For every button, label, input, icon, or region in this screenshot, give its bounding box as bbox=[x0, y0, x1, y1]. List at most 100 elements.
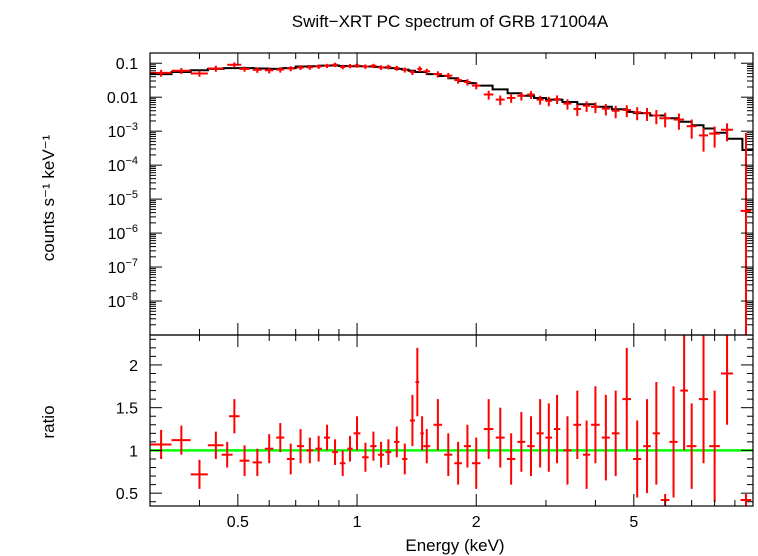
ratio-data-point bbox=[517, 411, 526, 472]
ratio-data-point bbox=[720, 335, 733, 425]
spectrum-data-point bbox=[409, 69, 415, 76]
ratio-data-point bbox=[740, 494, 752, 506]
spectrum-data-point bbox=[454, 77, 462, 84]
spectrum-data-point bbox=[378, 65, 385, 71]
spectrum-axes bbox=[149, 52, 754, 336]
ratio-data-point bbox=[315, 435, 322, 462]
spectrum-data-point bbox=[150, 69, 172, 77]
ratio-data-point bbox=[171, 425, 191, 455]
ratio-data-point bbox=[527, 416, 535, 477]
ratio-data-point bbox=[423, 429, 431, 464]
spectrum-data-point bbox=[527, 91, 535, 99]
spectrum-data-point bbox=[276, 67, 285, 73]
spectrum-data-point bbox=[720, 123, 733, 142]
ratio-data-point bbox=[207, 431, 224, 459]
x-tick-labels: 0.5 1 2 5 bbox=[227, 514, 639, 531]
spectrum-data-point bbox=[370, 63, 377, 69]
ratio-data-point bbox=[454, 441, 462, 485]
ratio-data-point bbox=[463, 424, 471, 468]
spectrum-data-point bbox=[698, 127, 709, 152]
ratio-data-point bbox=[370, 431, 377, 461]
spectrum-data-point bbox=[611, 105, 620, 119]
ratio-data-point bbox=[495, 407, 505, 468]
ratio-data-point bbox=[385, 439, 392, 465]
ratio-y-tick-label: 2 bbox=[129, 358, 138, 375]
spectrum-data-point bbox=[709, 126, 720, 148]
spectrum-data-point bbox=[239, 66, 250, 72]
ratio-data-point bbox=[239, 445, 250, 477]
spectrum-data-point bbox=[306, 65, 314, 70]
ratio-data-point bbox=[409, 394, 415, 447]
ratio-data-point bbox=[591, 386, 600, 464]
spectrum-data-point bbox=[417, 66, 423, 73]
spectrum-data-point bbox=[573, 104, 582, 116]
spectrum-panel: 0.1 0.01 10−3 10−4 10−5 10−6 10−7 10−8 bbox=[107, 52, 754, 336]
spectrum-data-point bbox=[506, 94, 516, 103]
spectrum-data-points bbox=[150, 62, 752, 335]
spectrum-data-point bbox=[643, 108, 651, 121]
ratio-data-point bbox=[545, 403, 553, 472]
ratio-data-point bbox=[686, 403, 697, 489]
spectrum-data-point bbox=[633, 107, 642, 121]
ratio-data-point bbox=[622, 347, 632, 451]
spectrum-data-point bbox=[323, 63, 331, 69]
spectrum-data-point bbox=[536, 95, 544, 105]
spectrum-y-tick-label: 10−3 bbox=[108, 121, 138, 141]
ratio-data-point bbox=[252, 448, 262, 477]
spectrum-data-point bbox=[483, 90, 494, 100]
spectrum-y-tick-label: 0.1 bbox=[116, 56, 138, 73]
ratio-data-point bbox=[353, 416, 361, 451]
x-tick-label: 2 bbox=[472, 514, 481, 531]
spectrum-data-point bbox=[423, 68, 431, 75]
spectrum-data-point bbox=[227, 62, 242, 68]
spectrum-data-point bbox=[582, 101, 591, 112]
ratio-y-tick-label: 1.5 bbox=[116, 401, 138, 418]
spectrum-y-tick-label: 10−6 bbox=[108, 223, 138, 243]
ratio-y-tick-label: 1 bbox=[129, 443, 138, 460]
spectrum-data-point bbox=[553, 95, 561, 105]
ratio-data-point bbox=[536, 399, 544, 468]
spectrum-data-point bbox=[591, 102, 600, 114]
spectrum-data-point bbox=[362, 64, 369, 69]
ratio-data-point bbox=[643, 399, 651, 494]
ratio-data-point bbox=[483, 399, 494, 459]
spectrum-y-tick-label: 10−4 bbox=[108, 155, 138, 175]
spectrum-data-point bbox=[315, 64, 322, 69]
x-tick-label: 1 bbox=[353, 514, 362, 531]
spectrum-data-point bbox=[347, 63, 353, 69]
spectrum-data-point bbox=[673, 113, 685, 130]
spectrum-data-point bbox=[686, 119, 697, 139]
spectrum-y-tick-label: 10−5 bbox=[108, 189, 138, 209]
chart-title: Swift−XRT PC spectrum of GRB 171004A bbox=[292, 12, 609, 31]
ratio-axes bbox=[149, 334, 754, 507]
x-tick-label: 5 bbox=[629, 514, 638, 531]
ratio-data-point bbox=[506, 433, 516, 485]
spectrum-data-point bbox=[652, 109, 660, 125]
ratio-data-point bbox=[276, 423, 285, 453]
ratio-data-point bbox=[378, 441, 385, 468]
ratio-data-point bbox=[471, 437, 481, 489]
ratio-data-point bbox=[402, 443, 408, 475]
ratio-panel: 0.5 1 1.5 2 bbox=[116, 334, 754, 507]
ratio-data-point bbox=[306, 437, 314, 464]
ratio-data-point bbox=[680, 335, 688, 451]
ratio-data-point bbox=[698, 335, 709, 464]
spectrum-data-point bbox=[563, 99, 572, 110]
ratio-data-point bbox=[296, 429, 305, 464]
ratio-data-point bbox=[420, 416, 424, 451]
ratio-data-point bbox=[553, 394, 561, 464]
spectrum-data-point bbox=[190, 70, 208, 77]
spectrum-data-point bbox=[545, 96, 553, 107]
ratio-data-point bbox=[573, 390, 582, 459]
spectrum-y-tick-label: 0.01 bbox=[107, 90, 138, 107]
spectrum-data-point bbox=[286, 66, 295, 72]
ratio-data-point bbox=[339, 450, 346, 477]
spectrum-data-point bbox=[463, 79, 471, 86]
ratio-data-points bbox=[150, 335, 752, 506]
x-axis-label: Energy (keV) bbox=[405, 536, 504, 555]
spectrum-data-point bbox=[517, 92, 526, 101]
spectrum-y-tick-labels: 0.1 0.01 10−3 10−4 10−5 10−6 10−7 10−8 bbox=[107, 56, 138, 311]
ratio-data-point bbox=[150, 429, 172, 459]
